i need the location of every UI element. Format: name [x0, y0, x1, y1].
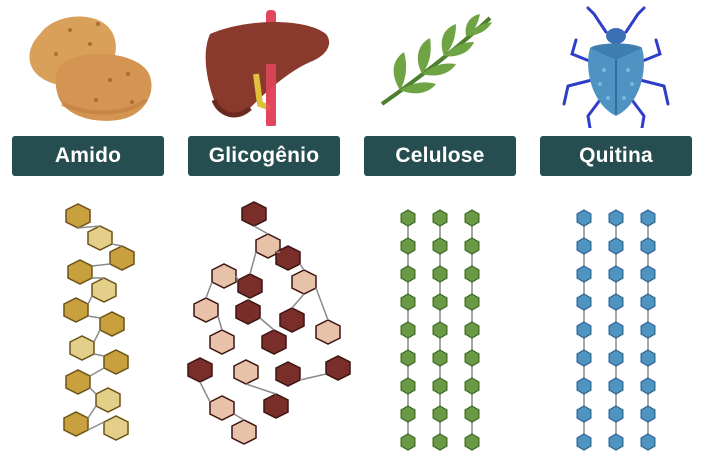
quitina-chain-diagram — [576, 209, 656, 451]
panel-quitina: Quitina — [528, 0, 704, 456]
amido-helix-diagram — [63, 203, 135, 441]
panel-celulose: Celulose — [352, 0, 528, 456]
celulose-chain-diagram — [400, 209, 480, 451]
celulose-unit — [400, 349, 416, 367]
celulose-unit — [400, 265, 416, 283]
quitina-unit — [608, 209, 624, 227]
celulose-unit — [464, 293, 480, 311]
quitina-unit — [576, 265, 592, 283]
beetle-icon — [562, 6, 670, 128]
celulose-unit — [464, 237, 480, 255]
quitina-unit — [608, 349, 624, 367]
celulose-unit — [400, 237, 416, 255]
celulose-unit — [400, 321, 416, 339]
celulose-unit — [464, 209, 480, 227]
quitina-unit — [608, 433, 624, 451]
celulose-unit — [400, 377, 416, 395]
celulose-unit — [432, 237, 448, 255]
quitina-unit — [640, 265, 656, 283]
panel-amido: Amido — [0, 0, 176, 456]
potato-icon — [29, 16, 152, 121]
quitina-unit — [576, 433, 592, 451]
glicogenio-branched-diagram — [187, 201, 351, 445]
leaf-icon — [380, 14, 492, 106]
quitina-unit — [576, 209, 592, 227]
celulose-unit — [432, 209, 448, 227]
celulose-unit — [464, 265, 480, 283]
label-amido: Amido — [12, 136, 164, 176]
celulose-unit — [432, 377, 448, 395]
celulose-unit — [400, 293, 416, 311]
quitina-unit — [576, 405, 592, 423]
celulose-unit — [432, 433, 448, 451]
quitina-unit — [608, 265, 624, 283]
celulose-unit — [432, 405, 448, 423]
label-glicogenio: Glicogênio — [188, 136, 340, 176]
quitina-unit — [640, 293, 656, 311]
quitina-unit — [576, 237, 592, 255]
celulose-unit — [464, 405, 480, 423]
quitina-unit — [640, 209, 656, 227]
quitina-unit — [576, 349, 592, 367]
celulose-unit — [464, 433, 480, 451]
celulose-unit — [464, 349, 480, 367]
liver-icon — [205, 10, 330, 126]
celulose-unit — [400, 433, 416, 451]
celulose-unit — [432, 349, 448, 367]
celulose-unit — [432, 293, 448, 311]
quitina-unit — [608, 377, 624, 395]
quitina-unit — [576, 293, 592, 311]
celulose-unit — [432, 265, 448, 283]
quitina-unit — [640, 321, 656, 339]
panel-glicogenio: Glicogênio — [176, 0, 352, 456]
quitina-unit — [640, 349, 656, 367]
quitina-unit — [640, 237, 656, 255]
quitina-unit — [608, 321, 624, 339]
quitina-unit — [576, 321, 592, 339]
quitina-unit — [640, 405, 656, 423]
quitina-unit — [576, 377, 592, 395]
label-celulose: Celulose — [364, 136, 516, 176]
quitina-unit — [608, 237, 624, 255]
quitina-unit — [640, 433, 656, 451]
celulose-unit — [432, 321, 448, 339]
celulose-unit — [400, 405, 416, 423]
quitina-unit — [608, 405, 624, 423]
celulose-unit — [464, 321, 480, 339]
quitina-unit — [608, 293, 624, 311]
label-quitina: Quitina — [540, 136, 692, 176]
celulose-unit — [400, 209, 416, 227]
quitina-unit — [640, 377, 656, 395]
celulose-unit — [464, 377, 480, 395]
